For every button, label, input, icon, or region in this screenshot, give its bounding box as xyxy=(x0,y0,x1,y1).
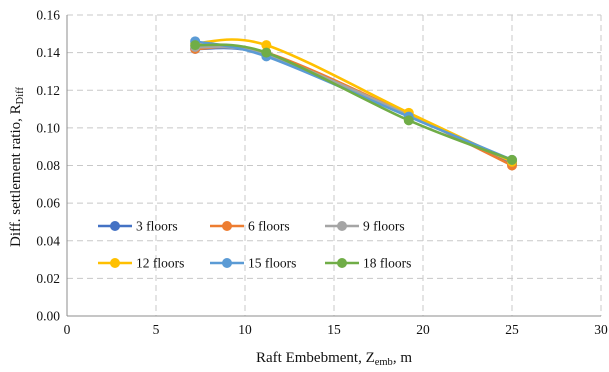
series-line-3-floors xyxy=(195,46,513,165)
y-tick-label: 0.06 xyxy=(36,196,60,211)
y-tick-label: 0.04 xyxy=(36,233,60,248)
data-point-18-floors xyxy=(403,115,414,126)
legend-label-18-floors: 18 floors xyxy=(363,256,411,271)
x-axis-title-tail: , m xyxy=(393,350,413,366)
legend-marker-12-floors xyxy=(110,258,120,268)
legend-label-9-floors: 9 floors xyxy=(363,219,405,234)
y-tick-label: 0.02 xyxy=(36,271,60,286)
legend-marker-3-floors xyxy=(110,221,120,231)
y-axis-title-sub: Diff xyxy=(15,87,26,105)
x-axis-title-main: Raft Embebment, Z xyxy=(256,350,375,366)
series-line-18-floors xyxy=(195,43,513,162)
series-group xyxy=(190,36,517,171)
y-tick-label: 0.12 xyxy=(36,83,60,98)
series-line-6-floors xyxy=(195,45,513,167)
legend-marker-15-floors xyxy=(222,258,232,268)
y-axis-title: Diff. settlement ratio, RDiff xyxy=(8,87,26,247)
y-tick-label: 0.16 xyxy=(36,8,60,23)
x-axis-title: Raft Embebment, Zemb, m xyxy=(256,350,412,368)
legend-marker-18-floors xyxy=(337,258,347,268)
y-tick-label: 0.14 xyxy=(36,45,60,60)
x-tick-label: 25 xyxy=(505,322,519,337)
x-tick-label: 10 xyxy=(238,322,252,337)
y-tick-label: 0.08 xyxy=(36,158,60,173)
data-point-12-floors xyxy=(261,40,272,51)
legend-label-6-floors: 6 floors xyxy=(248,219,290,234)
legend-label-3-floors: 3 floors xyxy=(136,219,178,234)
gridlines xyxy=(67,14,602,316)
x-tick-label: 30 xyxy=(594,322,608,337)
x-tick-label: 15 xyxy=(327,322,341,337)
data-point-18-floors xyxy=(507,154,517,165)
x-tick-label: 5 xyxy=(153,322,160,337)
data-point-18-floors xyxy=(190,40,201,51)
legend-marker-6-floors xyxy=(222,221,232,231)
legend-label-15-floors: 15 floors xyxy=(248,256,296,271)
legend-label-12-floors: 12 floors xyxy=(136,256,184,271)
y-tick-label: 0.10 xyxy=(36,120,60,135)
axes: 0.00 0.02 0.04 0.06 0.08 0.10 0.12 0.14 0.16 0 5 10… xyxy=(36,8,608,338)
data-point-18-floors xyxy=(261,47,272,58)
series-line-9-floors xyxy=(195,45,513,163)
x-tick-label: 0 xyxy=(64,322,71,337)
y-tick-label: 0.00 xyxy=(36,309,60,324)
legend-marker-9-floors xyxy=(337,221,347,231)
x-tick-label: 20 xyxy=(416,322,430,337)
x-axis-title-sub: emb xyxy=(375,357,393,368)
legend: 3 floors 6 floors 9 floors 12 floors 15 floo… xyxy=(98,219,411,271)
y-axis-title-main: Diff. settlement ratio, R xyxy=(8,104,24,247)
